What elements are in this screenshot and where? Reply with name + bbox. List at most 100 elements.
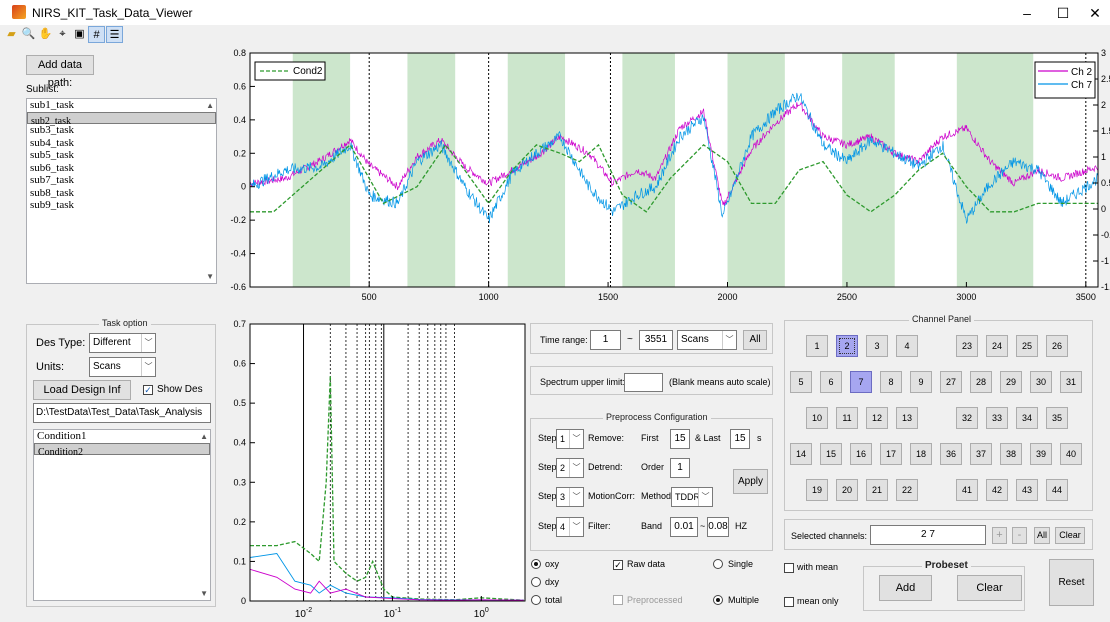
time-to-input[interactable]: 3551 [639, 330, 673, 350]
spectrum-input[interactable] [624, 373, 663, 392]
units-select[interactable]: Scans ﹀ [89, 357, 156, 377]
probeset-clear-button[interactable]: Clear [957, 575, 1022, 601]
channel-button-2[interactable]: 2 [836, 335, 858, 357]
timeseries-chart[interactable]: -0.6 -0.4 -0.2 0 0.2 0.4 0.6 0.8 500 1000 1500 2000… [215, 45, 1110, 305]
channel-button-11[interactable]: 11 [836, 407, 858, 429]
zoom-icon[interactable]: 🔍 [21, 28, 36, 40]
sublist-listbox[interactable]: sub1_task sub2_task sub3_task sub4_task sub5… [26, 98, 217, 284]
channel-button-44[interactable]: 44 [1046, 479, 1068, 501]
multiple-radio[interactable] [713, 595, 723, 608]
with-mean-checkbox[interactable] [784, 563, 794, 576]
scroll-down-icon[interactable]: ▼ [206, 272, 214, 281]
remove-first-input[interactable]: 15 [670, 429, 690, 449]
channel-button-30[interactable]: 30 [1030, 371, 1052, 393]
datacursor-icon[interactable]: ⌖ [59, 28, 66, 40]
probeset-add-button[interactable]: Add [879, 575, 932, 601]
channel-button-21[interactable]: 21 [866, 479, 888, 501]
channel-button-40[interactable]: 40 [1060, 443, 1082, 465]
channel-button-35[interactable]: 35 [1046, 407, 1068, 429]
channel-button-8[interactable]: 8 [880, 371, 902, 393]
preprocessed-checkbox[interactable] [613, 595, 623, 608]
motion-method-select[interactable]: TDDR ﹀ [671, 487, 713, 507]
list-item[interactable]: Condition1 [37, 430, 87, 442]
selected-channels-field[interactable]: 2 7 [870, 525, 986, 545]
single-radio[interactable] [713, 559, 723, 572]
minimize-button[interactable]: – [1023, 5, 1031, 21]
channel-button-16[interactable]: 16 [850, 443, 872, 465]
channel-button-6[interactable]: 6 [820, 371, 842, 393]
channel-button-26[interactable]: 26 [1046, 335, 1068, 357]
legend-icon[interactable]: ☰ [106, 26, 123, 43]
des-type-select[interactable]: Different ﹀ [89, 333, 156, 353]
channel-button-43[interactable]: 43 [1016, 479, 1038, 501]
channel-button-18[interactable]: 18 [910, 443, 932, 465]
raw-data-checkbox[interactable]: ✓ [613, 559, 623, 571]
list-item[interactable]: sub7_task [30, 174, 74, 186]
channel-button-25[interactable]: 25 [1016, 335, 1038, 357]
channel-button-3[interactable]: 3 [866, 335, 888, 357]
channel-button-17[interactable]: 17 [880, 443, 902, 465]
list-item[interactable]: sub9_task [30, 199, 74, 211]
list-item[interactable]: sub5_task [30, 149, 74, 161]
channel-button-14[interactable]: 14 [790, 443, 812, 465]
channel-button-19[interactable]: 19 [806, 479, 828, 501]
grid-icon[interactable]: # [88, 26, 105, 43]
list-item[interactable]: sub4_task [30, 136, 74, 149]
channel-button-24[interactable]: 24 [986, 335, 1008, 357]
step-select[interactable]: 3 ﹀ [556, 487, 584, 507]
band-low-input[interactable]: 0.01 [670, 517, 698, 537]
channel-button-32[interactable]: 32 [956, 407, 978, 429]
close-button[interactable]: ✕ [1089, 5, 1101, 21]
channel-button-4[interactable]: 4 [896, 335, 918, 357]
time-unit-select[interactable]: Scans ﹀ [677, 330, 737, 350]
scroll-up-icon[interactable]: ▲ [200, 432, 208, 441]
remove-last-input[interactable]: 15 [730, 429, 750, 449]
channel-button-28[interactable]: 28 [970, 371, 992, 393]
step-select[interactable]: 2 ﹀ [556, 458, 584, 478]
time-all-button[interactable]: All [743, 330, 767, 350]
channel-button-12[interactable]: 12 [866, 407, 888, 429]
detrend-order-input[interactable]: 1 [670, 458, 690, 478]
channel-button-33[interactable]: 33 [986, 407, 1008, 429]
load-design-button[interactable]: Load Design Inf [33, 380, 131, 400]
channel-button-10[interactable]: 10 [806, 407, 828, 429]
list-item[interactable]: sub2_task [27, 111, 216, 127]
channel-button-5[interactable]: 5 [790, 371, 812, 393]
scroll-down-icon[interactable]: ▼ [200, 589, 208, 598]
channel-button-31[interactable]: 31 [1060, 371, 1082, 393]
channel-button-9[interactable]: 9 [910, 371, 932, 393]
print-icon[interactable]: ▣ [74, 28, 85, 40]
channel-button-20[interactable]: 20 [836, 479, 858, 501]
list-item[interactable]: sub6_task [30, 161, 74, 174]
list-item[interactable]: Condition2 [34, 442, 210, 458]
dxy-radio[interactable] [531, 577, 541, 590]
add-channel-button[interactable]: + [992, 527, 1007, 544]
time-from-input[interactable]: 1 [590, 330, 621, 350]
maximize-button[interactable]: ☐ [1056, 5, 1070, 21]
apply-button[interactable]: Apply [733, 469, 768, 494]
step-select[interactable]: 4 ﹀ [556, 517, 584, 537]
select-all-channels-button[interactable]: All [1034, 527, 1050, 544]
channel-button-27[interactable]: 27 [940, 371, 962, 393]
channel-button-23[interactable]: 23 [956, 335, 978, 357]
open-icon[interactable]: ▰ [7, 28, 16, 40]
channel-button-29[interactable]: 29 [1000, 371, 1022, 393]
pan-icon[interactable]: ✋ [38, 28, 53, 40]
reset-button[interactable]: Reset [1049, 559, 1094, 606]
channel-button-36[interactable]: 36 [940, 443, 962, 465]
channel-button-41[interactable]: 41 [956, 479, 978, 501]
show-des-checkbox[interactable]: ✓ [143, 384, 153, 396]
oxy-radio[interactable] [531, 559, 541, 572]
channel-button-37[interactable]: 37 [970, 443, 992, 465]
spectrum-chart[interactable]: 0 0.1 0.2 0.3 0.4 0.5 0.6 0.7 10-2 10-1 100 [215, 316, 527, 622]
channel-button-7[interactable]: 7 [850, 371, 872, 393]
step-select[interactable]: 1 ﹀ [556, 429, 584, 449]
clear-channels-button[interactable]: Clear [1055, 527, 1085, 544]
channel-button-42[interactable]: 42 [986, 479, 1008, 501]
list-item[interactable]: sub8_task [30, 186, 74, 199]
channel-button-34[interactable]: 34 [1016, 407, 1038, 429]
design-path-field[interactable]: D:\TestData\Test_Data\Task_Analysis [33, 403, 211, 423]
total-radio[interactable] [531, 595, 541, 608]
band-high-input[interactable]: 0.08 [707, 517, 729, 537]
channel-button-13[interactable]: 13 [896, 407, 918, 429]
